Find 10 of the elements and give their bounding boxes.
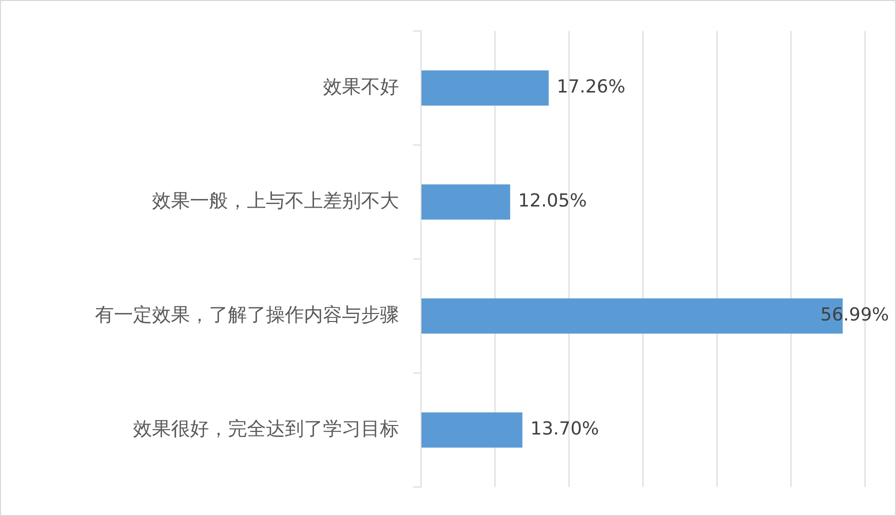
y-tick-label: 效果很好，完全达到了学习目标	[133, 418, 399, 440]
bar	[422, 184, 510, 220]
y-tick-label: 效果一般，上与不上差别不大	[152, 190, 399, 212]
data-label: 13.70%	[530, 418, 600, 440]
bar	[422, 70, 549, 106]
y-tick-label: 有一定效果，了解了操作内容与步骤	[95, 304, 399, 326]
bar	[422, 412, 522, 448]
data-label: 12.05%	[518, 190, 587, 212]
y-tick-label: 效果不好	[323, 76, 399, 98]
data-label: 17.26%	[556, 76, 626, 98]
